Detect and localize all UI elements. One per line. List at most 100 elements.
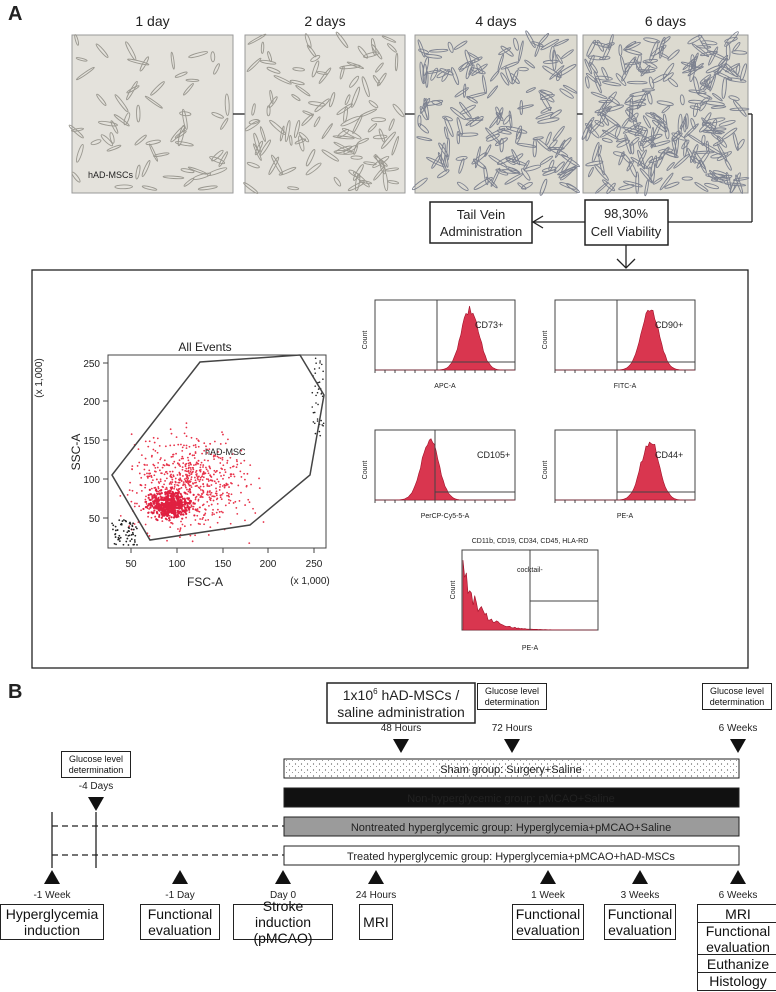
timeline-arrow [393,739,409,753]
cell [259,59,277,65]
cell [332,135,355,140]
event-dot [210,453,213,456]
cell-image [71,34,234,194]
cell [381,131,396,149]
event-dot [181,455,184,458]
event-dot [238,500,241,502]
cell [656,100,674,106]
cell [625,41,637,49]
cell [539,178,548,196]
cell [664,126,670,140]
event-dot [185,470,188,473]
cell [561,157,573,174]
cell [594,120,605,127]
event-dot [131,489,134,492]
cell [581,119,593,141]
event-box: MRI [697,904,776,923]
event-dot [188,472,191,475]
event-dot [173,505,176,508]
event-dot [187,477,190,480]
cell [417,114,422,127]
cell [640,69,656,74]
cell [629,90,651,97]
event-dot [173,504,176,507]
event-dot [154,470,157,473]
cell [509,73,520,84]
cell [187,166,208,175]
event-dot [156,503,159,506]
event-dot [191,454,194,457]
event-dot [197,499,200,502]
event-dot [194,534,197,537]
event-dot [172,453,175,456]
event-dot [130,528,133,531]
cell [218,151,228,167]
cell [291,94,301,102]
event-dot [177,510,180,513]
cell [597,101,608,116]
timeline-arrow [632,870,648,884]
cell [180,168,195,174]
cell [444,155,449,168]
event-dot [249,464,252,467]
event-dot [234,500,237,503]
event-dot [240,476,243,478]
event-dot [187,470,190,473]
time-label: -1 Week [33,890,71,901]
timeline-arrow [730,870,746,884]
event-dot [145,495,147,498]
event-dot [204,519,207,522]
event-dot [185,435,188,438]
event-dot [195,469,198,472]
cell [593,71,602,87]
cell [349,75,360,88]
event-dot [221,458,224,461]
event-dot [229,466,232,469]
event-dot [195,495,198,498]
cell [463,83,467,98]
event-dot [154,466,157,469]
event-dot [164,506,167,509]
cell [388,118,395,131]
cell [735,64,741,76]
event-dot [314,385,317,387]
cell [498,125,512,131]
cell [495,111,504,122]
cell [552,125,565,142]
image-label: hAD-MSCs [88,170,134,180]
event-dot [181,449,184,452]
event-dot [173,444,176,447]
event-dot [178,530,181,533]
event-dot [197,476,199,478]
cell [717,174,733,180]
cell [704,129,723,135]
cell [372,134,388,140]
cell [667,77,679,88]
event-dot [182,481,185,484]
event-dot [214,492,217,495]
event-dot [154,450,157,452]
event-dot [168,514,171,517]
event-dot [150,504,153,507]
event-dot [176,462,179,465]
cell [562,84,578,94]
event-dot [165,463,168,465]
event-dot [176,514,180,518]
event-dot [216,455,219,458]
event-box: Stroke induction (pMCAO) [233,898,333,946]
cell [549,45,555,62]
cell [339,64,361,70]
cell [456,117,463,136]
event-dot [220,493,223,496]
event-dot [169,490,172,493]
event-dot [230,482,233,485]
event-dot [177,528,179,530]
panel-label: B [8,681,22,703]
event-dot [153,493,156,496]
event-dot [140,509,143,512]
event-dot [167,511,171,514]
cell [71,171,81,183]
event-dot [203,459,206,462]
event-dot [147,494,150,497]
event-dot [133,505,136,508]
